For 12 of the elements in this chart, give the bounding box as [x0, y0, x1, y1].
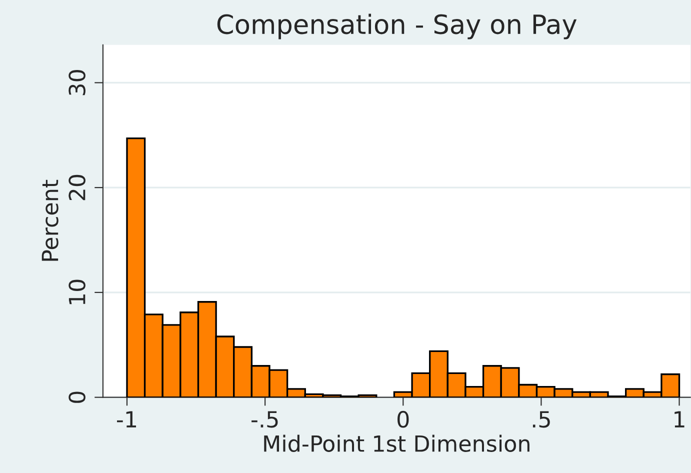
x-axis-title: Mid-Point 1st Dimension — [264, 434, 530, 452]
y-tick-label: 10 — [68, 280, 86, 304]
x-tick-label: 0 — [398, 410, 409, 428]
y-axis-title: Percent — [42, 180, 58, 261]
chart-title: Compensation - Say on Pay — [217, 14, 577, 40]
y-tick-label: 30 — [68, 70, 86, 96]
x-tick-label: -1 — [116, 411, 136, 428]
y-tick-label: 20 — [68, 174, 86, 200]
y-tick-label: 0 — [68, 392, 86, 403]
x-tick-label: 1 — [674, 411, 684, 428]
x-tick-label: -.5 — [252, 411, 278, 428]
x-tick-label: .5 — [532, 411, 550, 428]
